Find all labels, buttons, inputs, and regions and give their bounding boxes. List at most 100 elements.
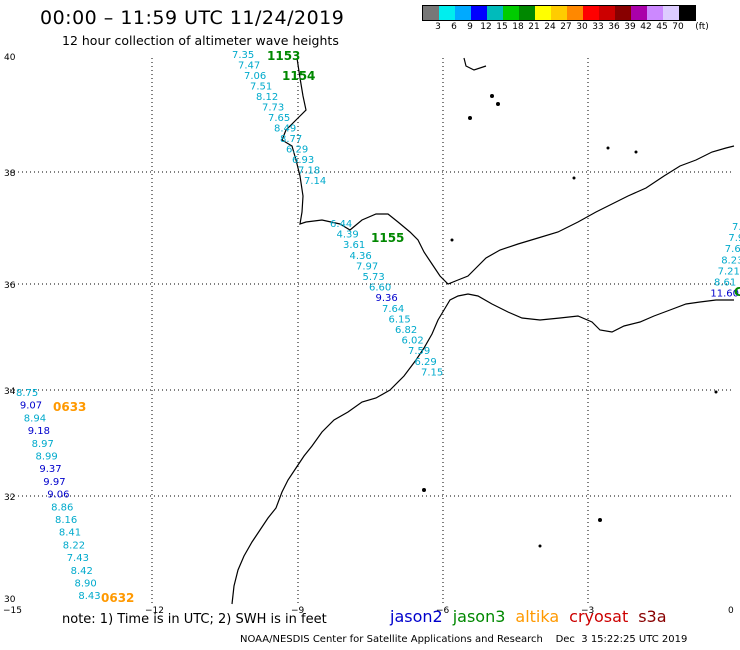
swh-value: 8.23 bbox=[721, 255, 740, 266]
legend-tick: 39 bbox=[624, 22, 636, 32]
legend-swatch bbox=[615, 6, 631, 20]
pass-label: 1154 bbox=[282, 69, 315, 83]
swh-value: 6.60 bbox=[369, 283, 391, 294]
legend-swatch bbox=[599, 6, 615, 20]
legend-swatch bbox=[471, 6, 487, 20]
swh-value: 8.75 bbox=[16, 388, 38, 399]
longitude-label: −15 bbox=[3, 606, 22, 616]
legend-swatch bbox=[647, 6, 663, 20]
satellite-legend: jason2 jason3 altika cryosat s3a bbox=[390, 607, 677, 626]
swh-value: 7.73 bbox=[262, 103, 284, 114]
swh-value: 9.37 bbox=[39, 464, 61, 475]
longitude-label: −6 bbox=[436, 606, 450, 616]
legend-swatch bbox=[551, 6, 567, 20]
longitude-label: −3 bbox=[581, 606, 594, 616]
swh-value: 8.86 bbox=[51, 502, 73, 513]
swh-value: 7.59 bbox=[408, 346, 430, 357]
legend-tick: 15 bbox=[496, 22, 508, 32]
swh-value: 8.77 bbox=[280, 134, 302, 145]
longitude-label: 0 bbox=[728, 606, 734, 616]
swh-value: 6.29 bbox=[286, 145, 308, 156]
swh-value: 8.16 bbox=[55, 515, 77, 526]
pass-label: 0633 bbox=[53, 400, 86, 414]
satellite-jason3: jason3 bbox=[452, 607, 506, 626]
legend-tick: 33 bbox=[592, 22, 604, 32]
swh-value: 9.97 bbox=[43, 477, 65, 488]
swh-value: 4.36 bbox=[350, 251, 372, 262]
legend-tick: 36 bbox=[608, 22, 620, 32]
swh-value: 6.29 bbox=[415, 357, 437, 368]
swh-value: 7.43 bbox=[67, 553, 89, 564]
swh-value: 8.94 bbox=[24, 413, 46, 424]
legend-swatch bbox=[519, 6, 535, 20]
latitude-label: 36 bbox=[4, 281, 16, 291]
legend-swatch bbox=[567, 6, 583, 20]
swh-value: 8.12 bbox=[256, 92, 278, 103]
swh-value: 8.43 bbox=[78, 591, 100, 602]
legend-swatch bbox=[455, 6, 471, 20]
swh-value: 8.42 bbox=[71, 566, 93, 577]
legend-tick: 45 bbox=[656, 22, 668, 32]
swh-value: 4.39 bbox=[337, 230, 359, 241]
satellite-s3a: s3a bbox=[638, 607, 667, 626]
swh-value: 7.62 bbox=[725, 244, 740, 255]
credit-line: NOAA/NESDIS Center for Satellite Applica… bbox=[240, 634, 688, 645]
satellite-cryosat: cryosat bbox=[569, 607, 629, 626]
legend-tick: 27 bbox=[560, 22, 572, 32]
legend-swatch bbox=[535, 6, 551, 20]
islands bbox=[422, 94, 718, 548]
legend-tick: 12 bbox=[480, 22, 492, 32]
latitude-label: 30 bbox=[4, 595, 16, 605]
pass-label: 1155 bbox=[371, 231, 404, 245]
legend-swatch bbox=[423, 6, 439, 20]
pass-label: 0632 bbox=[101, 591, 134, 605]
legend-tick: 3 bbox=[435, 22, 441, 32]
legend-swatch bbox=[503, 6, 519, 20]
legend-tick: 30 bbox=[576, 22, 588, 32]
latitude-labels: 40 38 36 34 32 30 bbox=[4, 53, 16, 605]
swh-value: 6.82 bbox=[395, 325, 417, 336]
swh-value: 8.99 bbox=[36, 452, 58, 463]
swh-value: 7.14 bbox=[304, 176, 326, 187]
map-subtitle: 12 hour collection of altimeter wave hei… bbox=[62, 33, 339, 48]
swh-value: 9.06 bbox=[47, 490, 69, 501]
swh-value: 8.97 bbox=[32, 439, 54, 450]
swh-value: 7.18 bbox=[298, 166, 320, 177]
swh-value: 7.35 bbox=[232, 50, 254, 61]
swh-value: 3.61 bbox=[343, 240, 365, 251]
swh-value: 7.97 bbox=[356, 261, 378, 272]
legend-tick: 18 bbox=[512, 22, 524, 32]
swh-value: 9.18 bbox=[28, 426, 50, 437]
swh-value: 7.21 bbox=[718, 266, 740, 277]
swh-value: 7.47 bbox=[238, 61, 260, 72]
latitude-label: 38 bbox=[4, 169, 16, 179]
legend-tick: 21 bbox=[528, 22, 540, 32]
legend-swatches bbox=[422, 5, 696, 21]
swh-value: 6.44 bbox=[330, 219, 352, 230]
legend-tick: 42 bbox=[640, 22, 652, 32]
swh-value: 7.65 bbox=[268, 113, 290, 124]
swh-value: 8.90 bbox=[75, 579, 97, 590]
swh-value: 7.15 bbox=[421, 367, 443, 378]
swh-value: 9.36 bbox=[376, 293, 398, 304]
satellite-jason2: jason2 bbox=[390, 607, 443, 626]
satellite-altika: altika bbox=[515, 607, 560, 626]
swh-value: 8.22 bbox=[63, 540, 85, 551]
map-grid bbox=[10, 58, 734, 604]
swh-value: 8.49 bbox=[274, 124, 296, 135]
swh-value: 7.9 bbox=[728, 233, 740, 244]
longitude-label: −9 bbox=[291, 606, 305, 616]
swh-value: 9.07 bbox=[20, 401, 42, 412]
swh-value: 11.60 bbox=[710, 289, 739, 300]
legend-swatch bbox=[663, 6, 679, 20]
longitude-label: −12 bbox=[145, 606, 164, 616]
latitude-label: 40 bbox=[4, 53, 16, 63]
longitude-labels: −15 −12 −9 −6 −3 0 bbox=[3, 606, 734, 616]
legend-tick: 24 bbox=[544, 22, 556, 32]
legend-unit: (ft) bbox=[695, 22, 709, 32]
legend-swatch bbox=[631, 6, 647, 20]
swh-value: 5.73 bbox=[363, 272, 385, 283]
legend-ticks: 3 6 9 12 15 18 21 24 27 30 33 36 39 42 45 70 (ft) bbox=[422, 21, 709, 35]
legend-tick: 9 bbox=[467, 22, 473, 32]
